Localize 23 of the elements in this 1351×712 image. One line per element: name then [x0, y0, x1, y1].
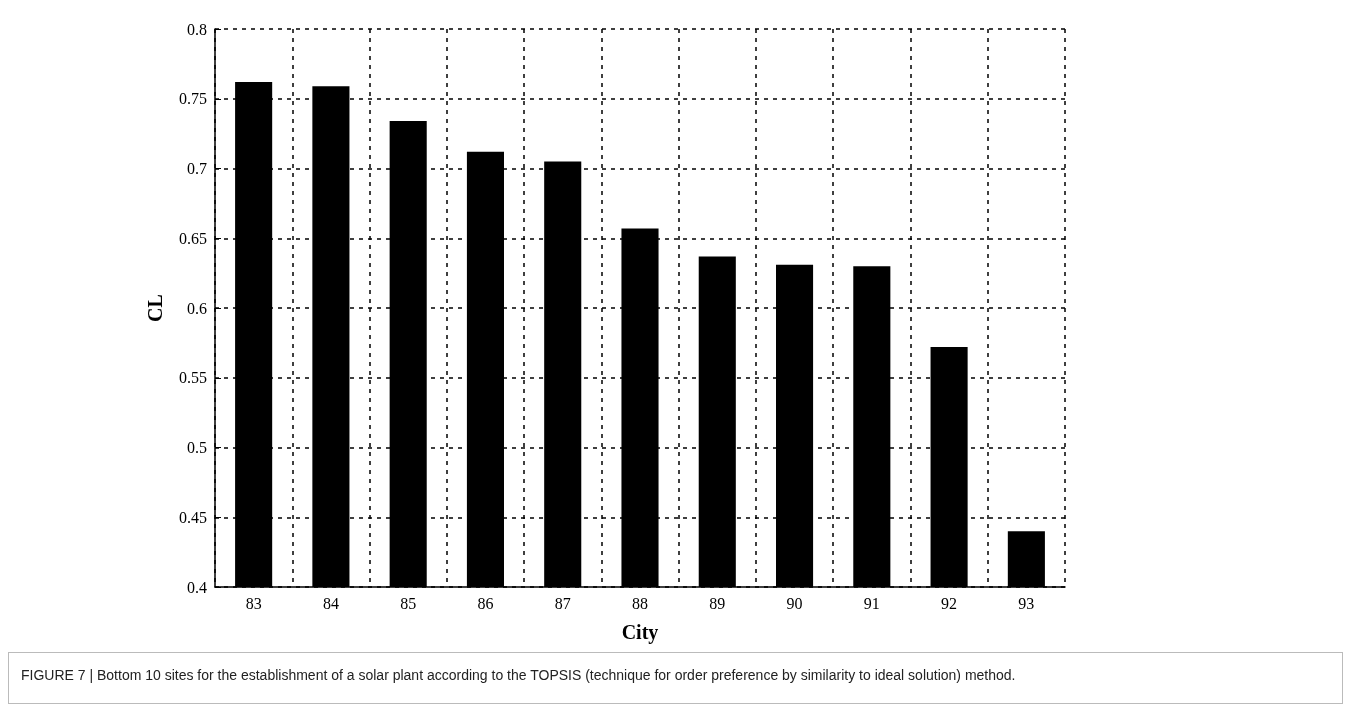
x-tick-label: 89 [709, 594, 726, 612]
x-tick-label: 85 [400, 594, 417, 612]
x-tick-label: 88 [632, 594, 648, 612]
x-tick-label: 84 [322, 594, 339, 612]
y-axis-title: CL [144, 294, 166, 322]
x-tick-label: 92 [941, 594, 958, 612]
y-tick-label: 0.45 [179, 508, 207, 526]
x-tick-label: 91 [863, 594, 880, 612]
caption: FIGURE 7 | Bottom 10 sites for the establishment of a solar plant according to the TOPSIS (technique for order preference by similarity to ideal solution) method. [8, 652, 1343, 704]
x-tick-label: 83 [245, 594, 262, 612]
x-tick-label: 86 [477, 594, 494, 612]
x-tick-label: 93 [1018, 594, 1035, 612]
y-tick-label: 0.55 [179, 369, 207, 387]
y-tick-label: 0.8 [187, 20, 207, 38]
y-tick-label: 0.5 [187, 439, 207, 456]
x-axis-title: City [621, 621, 659, 644]
y-tick-label: 0.6 [187, 299, 207, 317]
x-tick-label: 87 [554, 594, 571, 612]
y-tick-label: 0.7 [187, 160, 207, 177]
y-tick-label: 0.4 [187, 578, 207, 596]
y-tick-label: 0.75 [179, 90, 207, 108]
x-tick-label: 90 [786, 594, 803, 612]
y-tick-label: 0.65 [179, 229, 207, 247]
